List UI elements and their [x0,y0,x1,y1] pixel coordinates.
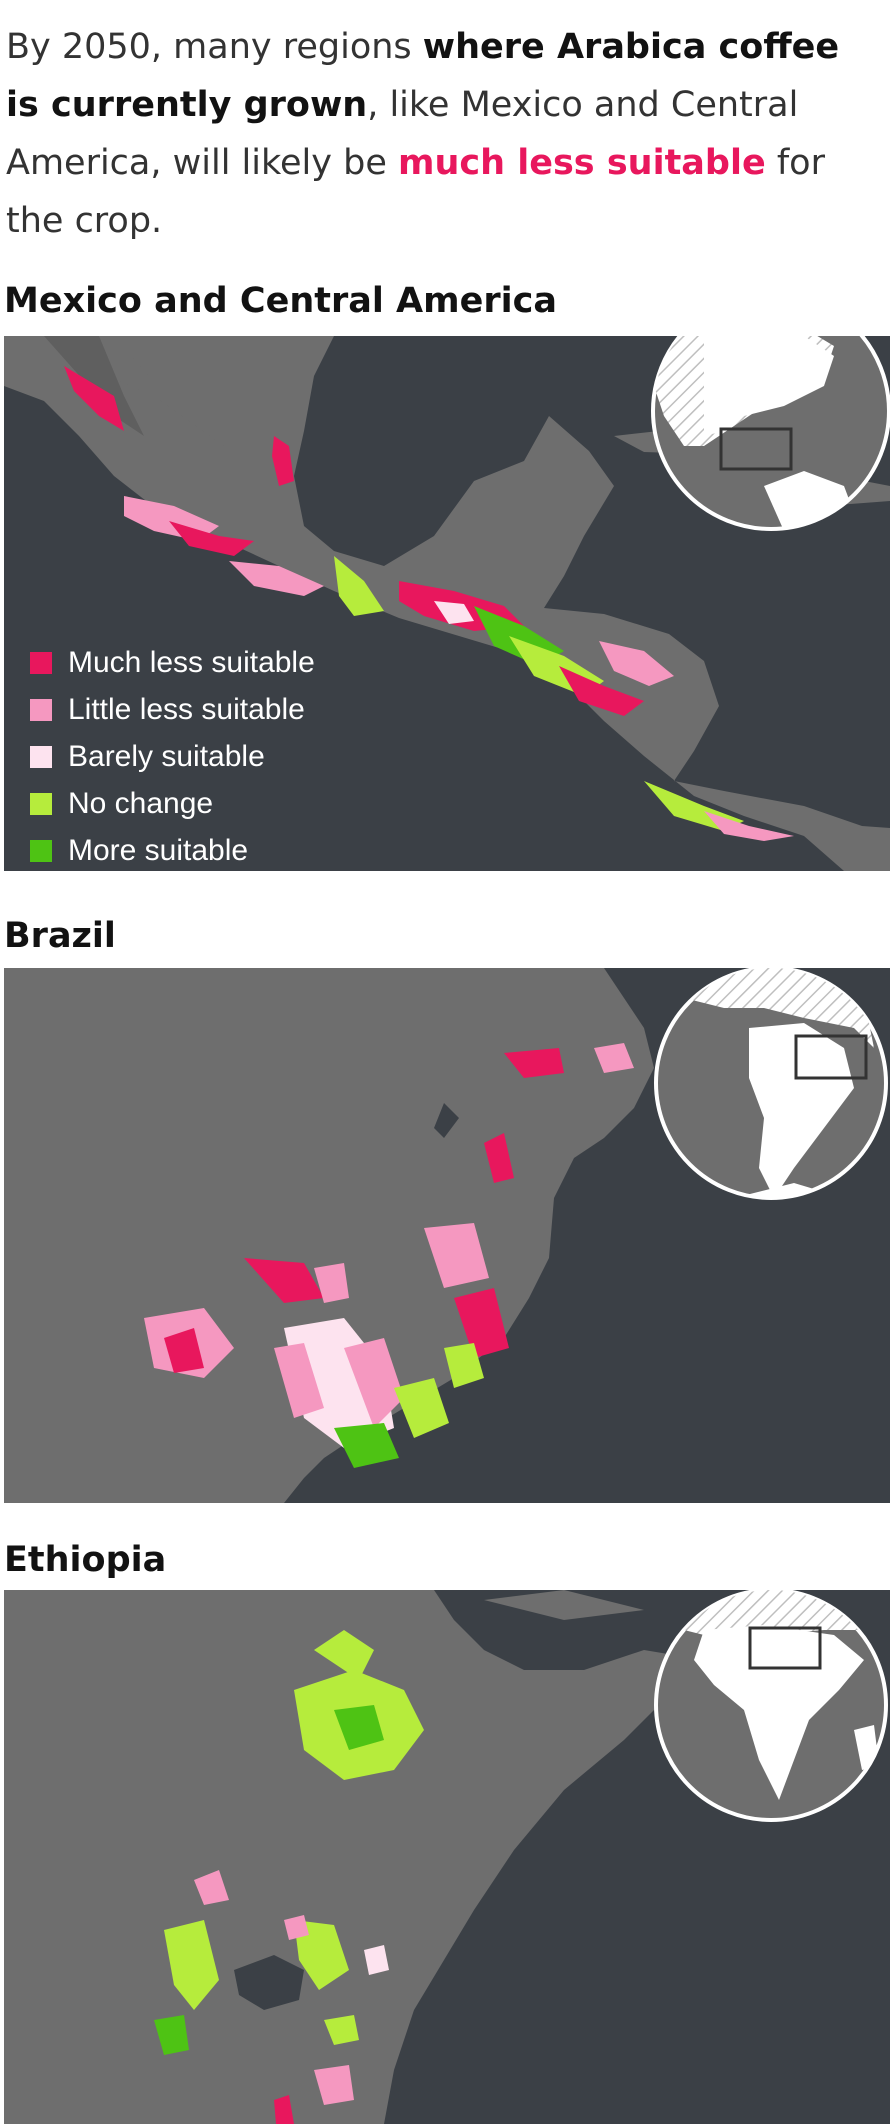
intro-emphasis: where Arabica coffee is currently grown [6,27,840,125]
legend-swatch [30,651,52,674]
locator-globe-brazil [654,968,888,1200]
intro-text: By 2050, many regions where Arabica coff… [6,27,840,241]
locator-globe-ethiopia [654,1590,888,1822]
map-title-mexico: Mexico and Central America [4,281,557,321]
suitability-patches-brazil [144,1043,634,1468]
map-mexico[interactable]: Much less suitable Little less suitable … [4,336,890,871]
map-title-brazil: Brazil [4,916,116,956]
intro-highlight: much less suitable [398,143,766,183]
legend: Much less suitable Little less suitable … [30,639,315,871]
legend-swatch [30,839,52,862]
map-brazil[interactable] [4,968,890,1503]
map-ethiopia[interactable] [4,1590,890,2124]
legend-item-much-less: Much less suitable [30,639,315,686]
legend-item-barely: Barely suitable [30,733,315,780]
legend-swatch [30,745,52,768]
legend-swatch [30,792,52,815]
map-title-ethiopia: Ethiopia [4,1540,167,1580]
legend-swatch [30,698,52,721]
suitability-patches-mexico [64,366,794,841]
locator-globe-mexico [651,336,890,531]
legend-item-more: More suitable [30,827,315,871]
legend-item-no-change: No change [30,780,315,827]
legend-item-little-less: Little less suitable [30,686,315,733]
suitability-patches-ethiopia [154,1630,424,2124]
